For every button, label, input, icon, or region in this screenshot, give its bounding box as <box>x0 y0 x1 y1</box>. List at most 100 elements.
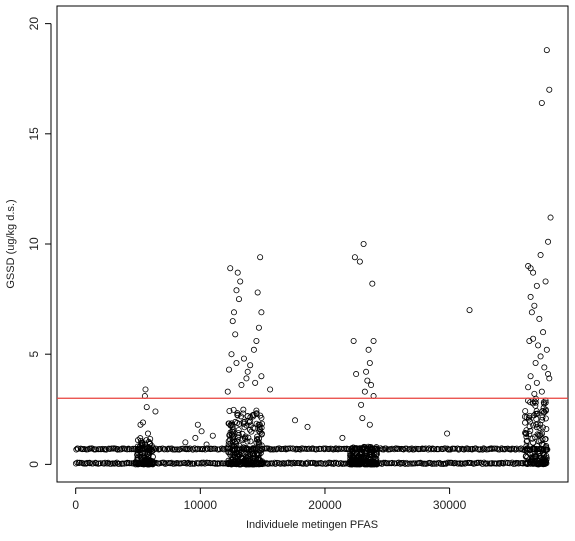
data-point <box>527 293 534 300</box>
data-point <box>225 438 232 445</box>
data-point <box>530 445 537 452</box>
data-point <box>369 280 376 287</box>
data-point <box>207 460 214 467</box>
data-point <box>228 428 235 435</box>
data-point <box>75 445 82 452</box>
data-point <box>542 278 549 285</box>
data-point <box>436 459 443 466</box>
data-point <box>143 461 150 468</box>
data-point <box>139 442 146 449</box>
data-point <box>539 414 546 421</box>
data-point <box>200 459 207 466</box>
data-point <box>313 446 320 453</box>
data-point <box>525 384 532 391</box>
data-point <box>456 446 463 453</box>
data-point <box>322 460 329 467</box>
data-point <box>304 423 311 430</box>
data-point <box>204 445 211 452</box>
data-point <box>239 437 246 444</box>
data-point <box>72 460 79 467</box>
data-point <box>489 460 496 467</box>
data-point <box>533 379 540 386</box>
data-point <box>530 422 537 429</box>
data-point <box>373 461 380 468</box>
data-point <box>530 269 537 276</box>
data-point <box>102 445 109 452</box>
data-point <box>534 410 541 417</box>
data-point <box>531 390 538 397</box>
data-point <box>238 382 245 389</box>
data-point <box>240 355 247 362</box>
data-point <box>368 382 375 389</box>
data-point <box>325 460 332 467</box>
data-point <box>236 442 243 449</box>
data-point <box>168 445 175 452</box>
data-point <box>227 421 234 428</box>
y-tick-label: 0 <box>27 461 41 468</box>
data-point <box>265 445 272 452</box>
x-tick-label: 10000 <box>184 498 218 512</box>
data-point <box>271 446 278 453</box>
x-tick-label: 30000 <box>433 498 467 512</box>
data-point <box>237 278 244 285</box>
data-point <box>214 460 221 467</box>
data-point <box>444 430 451 437</box>
data-point <box>444 459 451 466</box>
data-point <box>522 429 529 436</box>
data-point <box>524 437 531 444</box>
data-point <box>505 460 512 467</box>
data-point <box>253 407 260 414</box>
data-point <box>462 460 469 467</box>
data-point <box>522 419 529 426</box>
data-point <box>491 445 498 452</box>
data-point <box>403 459 410 466</box>
data-point <box>142 386 149 393</box>
data-point <box>528 309 535 316</box>
data-point <box>465 446 472 453</box>
data-point <box>226 407 233 414</box>
data-point <box>395 459 402 466</box>
data-point <box>372 452 379 459</box>
data-point <box>288 459 295 466</box>
data-point <box>538 99 545 106</box>
x-tick-label: 20000 <box>308 498 342 512</box>
data-point <box>230 309 237 316</box>
data-point <box>183 446 190 453</box>
data-point <box>536 424 543 431</box>
x-axis: 0 10000 20000 30000 <box>72 487 467 512</box>
data-point <box>532 402 539 409</box>
data-point <box>350 337 357 344</box>
data-point <box>132 461 139 468</box>
data-point <box>537 252 544 259</box>
data-point <box>366 359 373 366</box>
data-point <box>247 451 254 458</box>
data-point <box>362 456 369 463</box>
data-point <box>495 459 502 466</box>
data-point <box>245 460 252 467</box>
y-tick-label: 15 <box>27 127 41 141</box>
data-point <box>182 439 189 446</box>
data-point <box>229 431 236 438</box>
data-point <box>501 446 508 453</box>
data-point <box>532 410 539 417</box>
data-point <box>361 388 368 395</box>
data-point <box>244 412 251 419</box>
data-point <box>435 446 442 453</box>
data-point <box>234 412 241 419</box>
data-point <box>161 459 168 466</box>
data-point <box>241 418 248 425</box>
data-point <box>477 446 484 453</box>
data-point <box>224 388 231 395</box>
data-point <box>103 446 110 453</box>
data-point <box>527 427 534 434</box>
data-point <box>350 444 357 451</box>
data-point <box>484 460 491 467</box>
data-point <box>250 444 257 451</box>
data-point <box>97 460 104 467</box>
data-point <box>247 362 254 369</box>
data-point <box>296 445 303 452</box>
data-point <box>248 428 255 435</box>
data-point <box>360 240 367 247</box>
data-point <box>310 459 317 466</box>
data-point <box>319 460 326 467</box>
